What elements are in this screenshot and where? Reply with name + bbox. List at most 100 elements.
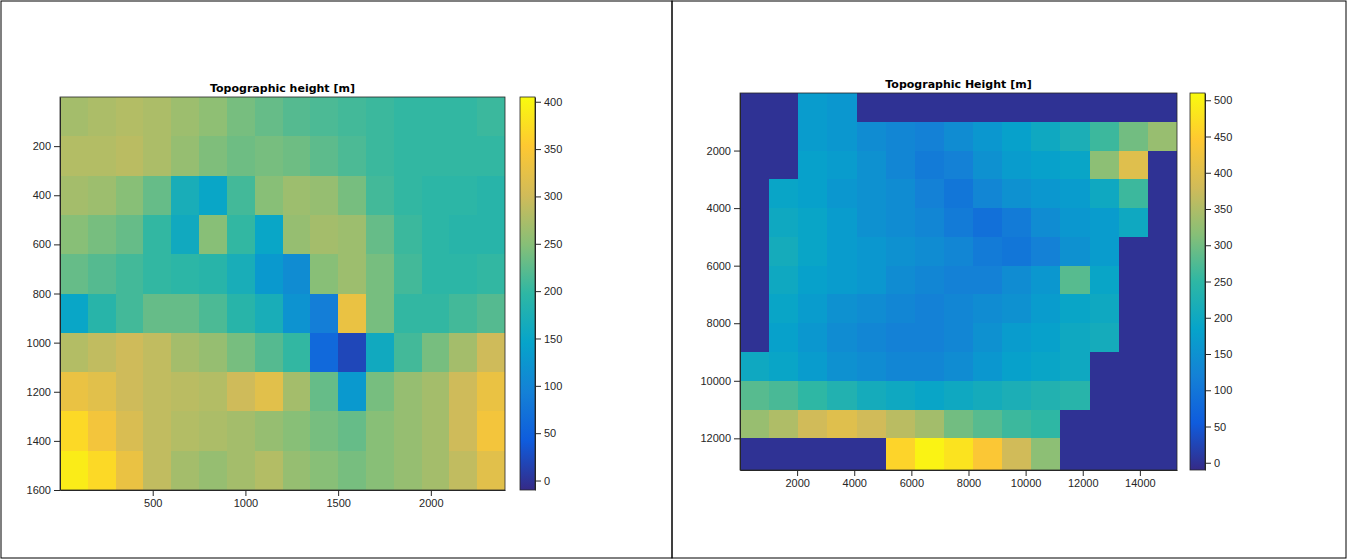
tick-label: 10000 [700, 375, 731, 387]
cell [1148, 294, 1177, 323]
tick-label: 1500 [326, 497, 350, 509]
cell [1119, 208, 1149, 237]
cell [1060, 151, 1090, 180]
cell [944, 323, 974, 352]
cell [769, 151, 799, 180]
tick: 450 [1205, 131, 1232, 143]
tick: 300 [535, 190, 562, 202]
cell [944, 266, 974, 295]
tick: 1200 [27, 386, 60, 398]
cell [394, 333, 422, 373]
cell [366, 97, 394, 137]
cell [449, 97, 477, 137]
colorbar-axis: 050100150200250300350400 [535, 96, 562, 491]
cell [171, 411, 199, 451]
tick-mark [54, 490, 60, 491]
cell [769, 294, 799, 323]
cell [310, 136, 338, 176]
cell [1002, 438, 1032, 470]
tick-label: 400 [544, 96, 562, 108]
cell [283, 294, 311, 334]
tick: 50 [535, 427, 556, 439]
tick-mark [1205, 100, 1211, 101]
cell [857, 381, 887, 410]
tick-label: 1400 [27, 435, 51, 447]
cell [827, 122, 857, 151]
cell [199, 215, 227, 255]
cell [477, 451, 505, 490]
cell [827, 294, 857, 323]
cell [1148, 352, 1177, 381]
cell [143, 333, 171, 373]
cell [477, 411, 505, 451]
cell [1148, 323, 1177, 352]
tick-mark [535, 386, 541, 387]
cell [338, 411, 366, 451]
cell [798, 352, 828, 381]
cell [143, 97, 171, 137]
cell [171, 451, 199, 490]
tick: 8000 [707, 317, 740, 329]
cell [310, 294, 338, 334]
cell [338, 294, 366, 334]
cell [116, 215, 144, 255]
cell [60, 215, 88, 255]
cell [740, 122, 770, 151]
cell [1060, 237, 1090, 266]
tick-label: 1000 [27, 337, 51, 349]
cell [769, 122, 799, 151]
cell [366, 451, 394, 490]
tick-label: 12000 [1068, 477, 1099, 489]
cell [1060, 352, 1090, 381]
cell [338, 333, 366, 373]
cell [798, 179, 828, 208]
cell [973, 122, 1003, 151]
cell [1090, 381, 1120, 410]
tick-label: 200 [544, 285, 562, 297]
cell [1060, 381, 1090, 410]
cell [857, 179, 887, 208]
cell [366, 176, 394, 216]
cell [944, 208, 974, 237]
tick-label: 200 [1214, 312, 1232, 324]
tick-mark [1205, 354, 1211, 355]
tick-label: 250 [1214, 276, 1232, 288]
cell [394, 136, 422, 176]
tick-mark [54, 195, 60, 196]
cell [1060, 294, 1090, 323]
cell [394, 372, 422, 412]
cell [1090, 438, 1120, 470]
cell [422, 254, 450, 294]
cell [422, 294, 450, 334]
tick: 400 [33, 189, 60, 201]
cell [1119, 122, 1149, 151]
tick: 500 [144, 490, 162, 509]
cell [798, 266, 828, 295]
cell [1031, 352, 1061, 381]
tick: 12000 [1068, 470, 1099, 489]
tick-mark [854, 470, 855, 476]
tick: 250 [1205, 276, 1232, 288]
cell [88, 136, 116, 176]
cell [449, 333, 477, 373]
cell [116, 176, 144, 216]
tick-label: 6000 [900, 477, 924, 489]
plot-frame [60, 97, 505, 490]
tick-label: 100 [1214, 384, 1232, 396]
cell [886, 294, 916, 323]
tick: 1400 [27, 435, 60, 447]
cell [1060, 410, 1090, 439]
cell [944, 237, 974, 266]
cell [1002, 151, 1032, 180]
cell [857, 410, 887, 439]
tick: 350 [535, 143, 562, 155]
panel-border [672, 1, 1346, 558]
cell [973, 294, 1003, 323]
tick-mark [54, 343, 60, 344]
tick: 12000 [700, 432, 740, 444]
cell [1148, 93, 1177, 122]
cell [798, 151, 828, 180]
cell [449, 136, 477, 176]
cell [283, 215, 311, 255]
tick-label: 250 [544, 238, 562, 250]
